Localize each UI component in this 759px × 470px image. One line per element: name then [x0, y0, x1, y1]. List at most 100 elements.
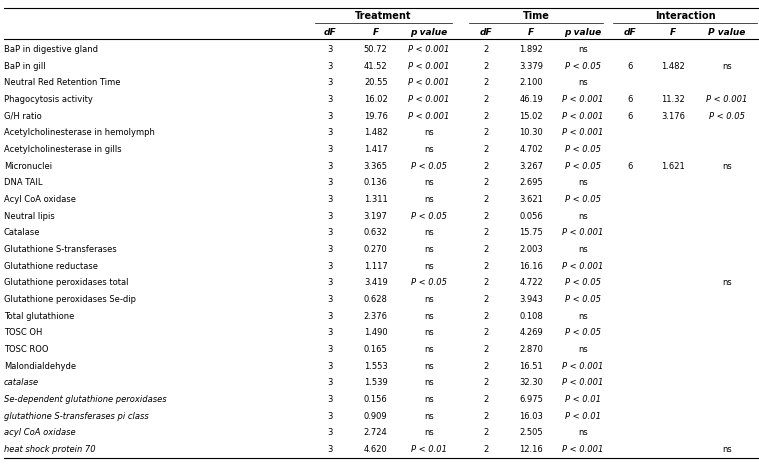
Text: P < 0.05: P < 0.05 — [411, 212, 447, 221]
Text: Time: Time — [523, 11, 550, 21]
Text: 2: 2 — [483, 145, 488, 154]
Text: Treatment: Treatment — [355, 11, 411, 21]
Text: 19.76: 19.76 — [364, 112, 388, 121]
Text: P < 0.001: P < 0.001 — [562, 445, 603, 454]
Text: ns: ns — [424, 128, 433, 137]
Text: 6.975: 6.975 — [519, 395, 543, 404]
Text: 3: 3 — [327, 412, 333, 421]
Text: 2: 2 — [483, 195, 488, 204]
Text: 3: 3 — [327, 145, 333, 154]
Text: 4.269: 4.269 — [519, 329, 543, 337]
Text: 2: 2 — [483, 262, 488, 271]
Text: 3.943: 3.943 — [519, 295, 543, 304]
Text: 2: 2 — [483, 112, 488, 121]
Text: 3: 3 — [327, 178, 333, 188]
Text: P value: P value — [708, 28, 746, 38]
Text: 15.02: 15.02 — [519, 112, 543, 121]
Text: 4.722: 4.722 — [519, 278, 543, 287]
Text: ns: ns — [578, 245, 587, 254]
Text: P < 0.05: P < 0.05 — [709, 112, 745, 121]
Text: 3: 3 — [327, 361, 333, 371]
Text: P < 0.05: P < 0.05 — [411, 278, 447, 287]
Text: P < 0.001: P < 0.001 — [562, 361, 603, 371]
Text: ns: ns — [424, 312, 433, 321]
Text: ns: ns — [424, 228, 433, 237]
Text: heat shock protein 70: heat shock protein 70 — [4, 445, 96, 454]
Text: 3.197: 3.197 — [364, 212, 388, 221]
Text: ns: ns — [424, 178, 433, 188]
Text: 1.621: 1.621 — [661, 162, 685, 171]
Text: 11.32: 11.32 — [661, 95, 685, 104]
Text: 3.267: 3.267 — [519, 162, 543, 171]
Text: ns: ns — [424, 361, 433, 371]
Text: 0.056: 0.056 — [519, 212, 543, 221]
Text: 0.270: 0.270 — [364, 245, 388, 254]
Text: 2: 2 — [483, 312, 488, 321]
Text: BaP in digestive gland: BaP in digestive gland — [4, 45, 98, 54]
Text: 3: 3 — [327, 228, 333, 237]
Text: 2: 2 — [483, 95, 488, 104]
Text: 41.52: 41.52 — [364, 62, 388, 70]
Text: ns: ns — [578, 312, 587, 321]
Text: acyl CoA oxidase: acyl CoA oxidase — [4, 428, 75, 437]
Text: P < 0.001: P < 0.001 — [562, 228, 603, 237]
Text: 2.870: 2.870 — [519, 345, 543, 354]
Text: 2.003: 2.003 — [519, 245, 543, 254]
Text: 0.632: 0.632 — [364, 228, 388, 237]
Text: P < 0.001: P < 0.001 — [408, 78, 449, 87]
Text: 3: 3 — [327, 45, 333, 54]
Text: dF: dF — [480, 28, 492, 38]
Text: Glutathione peroxidases Se-dip: Glutathione peroxidases Se-dip — [4, 295, 136, 304]
Text: 3: 3 — [327, 95, 333, 104]
Text: Phagocytosis activity: Phagocytosis activity — [4, 95, 93, 104]
Text: Acetylcholinesterase in hemolymph: Acetylcholinesterase in hemolymph — [4, 128, 155, 137]
Text: Neutral lipis: Neutral lipis — [4, 212, 55, 221]
Text: ns: ns — [424, 245, 433, 254]
Text: P < 0.01: P < 0.01 — [411, 445, 447, 454]
Text: 2: 2 — [483, 278, 488, 287]
Text: 0.156: 0.156 — [364, 395, 388, 404]
Text: ns: ns — [424, 412, 433, 421]
Text: 1.482: 1.482 — [661, 62, 685, 70]
Text: 2.505: 2.505 — [519, 428, 543, 437]
Text: ns: ns — [424, 262, 433, 271]
Text: 2.100: 2.100 — [519, 78, 543, 87]
Text: ns: ns — [578, 45, 587, 54]
Text: 1.553: 1.553 — [364, 361, 388, 371]
Text: 2: 2 — [483, 162, 488, 171]
Text: P < 0.05: P < 0.05 — [565, 195, 601, 204]
Text: 2: 2 — [483, 178, 488, 188]
Text: p value: p value — [564, 28, 602, 38]
Text: G/H ratio: G/H ratio — [4, 112, 42, 121]
Text: P < 0.01: P < 0.01 — [565, 395, 601, 404]
Text: 2: 2 — [483, 445, 488, 454]
Text: 6: 6 — [627, 62, 633, 70]
Text: 3: 3 — [327, 62, 333, 70]
Text: ns: ns — [424, 395, 433, 404]
Text: 10.30: 10.30 — [519, 128, 543, 137]
Text: P < 0.001: P < 0.001 — [408, 95, 449, 104]
Text: 1.539: 1.539 — [364, 378, 388, 387]
Text: 2: 2 — [483, 412, 488, 421]
Text: ns: ns — [424, 428, 433, 437]
Text: Micronuclei: Micronuclei — [4, 162, 52, 171]
Text: 1.117: 1.117 — [364, 262, 388, 271]
Text: dF: dF — [624, 28, 636, 38]
Text: Interaction: Interaction — [655, 11, 716, 21]
Text: P < 0.05: P < 0.05 — [565, 62, 601, 70]
Text: Catalase: Catalase — [4, 228, 40, 237]
Text: 6: 6 — [627, 112, 633, 121]
Text: 1.892: 1.892 — [519, 45, 543, 54]
Text: P < 0.001: P < 0.001 — [408, 45, 449, 54]
Text: ns: ns — [424, 195, 433, 204]
Text: 50.72: 50.72 — [364, 45, 388, 54]
Text: 3: 3 — [327, 278, 333, 287]
Text: TOSC ROO: TOSC ROO — [4, 345, 49, 354]
Text: 2.724: 2.724 — [364, 428, 388, 437]
Text: 3: 3 — [327, 78, 333, 87]
Text: 2: 2 — [483, 361, 488, 371]
Text: 3.365: 3.365 — [364, 162, 388, 171]
Text: ns: ns — [424, 295, 433, 304]
Text: 0.909: 0.909 — [364, 412, 388, 421]
Text: Malondialdehyde: Malondialdehyde — [4, 361, 76, 371]
